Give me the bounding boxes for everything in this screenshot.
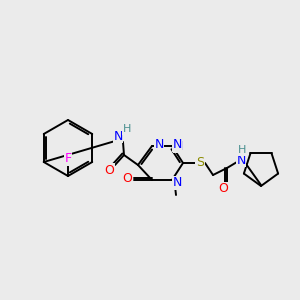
Text: N: N <box>173 140 183 152</box>
Text: S: S <box>196 157 204 169</box>
Text: H: H <box>238 145 246 155</box>
Text: N: N <box>113 130 123 142</box>
Text: O: O <box>218 182 228 196</box>
Text: N: N <box>154 137 164 151</box>
Text: H: H <box>123 124 131 134</box>
Text: N: N <box>172 139 182 152</box>
Text: N: N <box>172 176 182 190</box>
Text: F: F <box>64 152 72 166</box>
Text: O: O <box>122 172 132 185</box>
Text: N: N <box>236 154 246 166</box>
Text: O: O <box>104 164 114 176</box>
